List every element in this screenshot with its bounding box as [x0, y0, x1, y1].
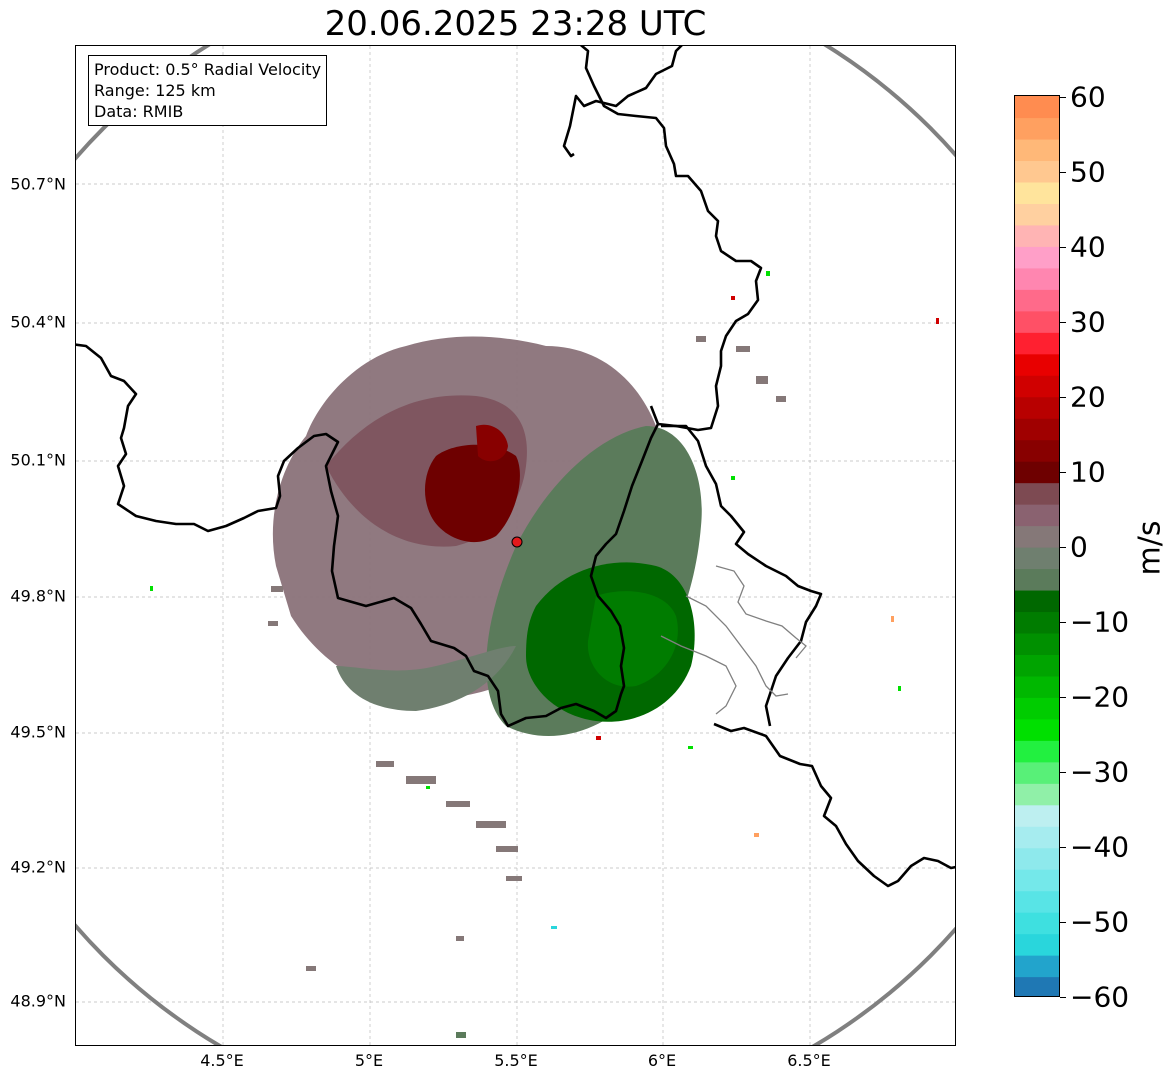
colorbar-band: [1015, 353, 1059, 376]
colorbar-tick-label: −50: [1070, 905, 1130, 939]
colorbar-band: [1015, 632, 1059, 655]
colorbar-band: [1015, 783, 1059, 806]
velocity-echoes: [150, 271, 939, 1038]
colorbar-band: [1015, 547, 1059, 570]
colorbar-gradient: [1015, 96, 1059, 996]
map-title: 20.06.2025 23:28 UTC: [324, 4, 707, 44]
colorbar-band: [1015, 138, 1059, 162]
colorbar-tick-mark: [1060, 847, 1066, 848]
radar-site-marker: [511, 536, 523, 548]
lon-tick-label: 5.5°E: [494, 1051, 538, 1070]
colorbar-band: [1015, 847, 1059, 870]
colorbar-band: [1015, 761, 1059, 784]
colorbar-tick-label: −40: [1070, 830, 1130, 864]
colorbar-band: [1015, 96, 1059, 119]
lat-tick-label: 49.8°N: [10, 586, 66, 606]
colorbar-band: [1015, 310, 1059, 333]
radar-map[interactable]: [75, 45, 956, 1046]
colorbar-tick-mark: [1060, 922, 1066, 923]
colorbar-band: [1015, 289, 1059, 312]
colorbar-tick-label: 40: [1070, 230, 1106, 264]
colorbar-tick-label: −60: [1070, 980, 1130, 1014]
colorbar-band: [1015, 117, 1059, 140]
colorbar-band: [1015, 976, 1059, 996]
lon-tick-label: 6°E: [647, 1051, 677, 1070]
colorbar-band: [1015, 869, 1059, 892]
colorbar-band: [1015, 203, 1059, 226]
colorbar-tick-label: 60: [1070, 80, 1106, 114]
colorbar-band: [1015, 933, 1059, 956]
colorbar-band: [1015, 160, 1059, 183]
colorbar-band: [1015, 439, 1059, 462]
colorbar-tick-label: 50: [1070, 155, 1106, 189]
country-borders: [76, 46, 955, 888]
colorbar-band: [1015, 332, 1059, 355]
colorbar-band: [1015, 418, 1059, 441]
colorbar-band: [1015, 396, 1059, 419]
lat-tick-label: 50.7°N: [10, 174, 66, 194]
colorbar-tick-mark: [1060, 697, 1066, 698]
colorbar-band: [1015, 504, 1059, 527]
colorbar-band: [1015, 740, 1059, 763]
colorbar-band: [1015, 224, 1059, 247]
colorbar-band: [1015, 611, 1059, 634]
colorbar-band: [1015, 525, 1059, 548]
colorbar-tick-label: 0: [1070, 530, 1088, 564]
colorbar-band: [1015, 181, 1059, 204]
colorbar-band: [1015, 955, 1059, 978]
colorbar-tick-label: 20: [1070, 380, 1106, 414]
lat-tick-label: 50.4°N: [10, 312, 66, 332]
colorbar-tick-label: −30: [1070, 755, 1130, 789]
colorbar-tick-mark: [1060, 997, 1066, 998]
colorbar-band: [1015, 482, 1059, 505]
colorbar-band: [1015, 718, 1059, 741]
lat-tick-label: 49.5°N: [10, 722, 66, 742]
colorbar-band: [1015, 912, 1059, 935]
lon-tick-label: 4.5°E: [200, 1051, 244, 1070]
colorbar-unit-label: m/s: [1132, 520, 1168, 576]
radar-map-canvas: [76, 46, 955, 1045]
range-label: Range: 125 km: [94, 81, 216, 100]
colorbar-band: [1015, 697, 1059, 720]
colorbar-tick-mark: [1060, 472, 1066, 473]
colorbar-tick-label: −10: [1070, 605, 1130, 639]
colorbar-tick-mark: [1060, 322, 1066, 323]
colorbar-tick-mark: [1060, 622, 1066, 623]
colorbar-tick-mark: [1060, 547, 1066, 548]
colorbar-band: [1015, 246, 1059, 269]
colorbar-band: [1015, 804, 1059, 827]
colorbar-tick-label: 10: [1070, 455, 1106, 489]
colorbar-band: [1015, 461, 1059, 484]
colorbar-tick-label: 30: [1070, 305, 1106, 339]
colorbar-tick-label: −20: [1070, 680, 1130, 714]
lon-tick-label: 6.5°E: [787, 1051, 831, 1070]
colorbar-tick-mark: [1060, 247, 1066, 248]
luxembourg-cantons: [660, 565, 807, 715]
colorbar-band: [1015, 589, 1059, 613]
colorbar-band: [1015, 568, 1059, 591]
lat-tick-label: 50.1°N: [10, 450, 66, 470]
colorbar-tick-mark: [1060, 397, 1066, 398]
colorbar-band: [1015, 267, 1059, 290]
colorbar-band: [1015, 890, 1059, 913]
colorbar-tick-mark: [1060, 97, 1066, 98]
lat-tick-label: 49.2°N: [10, 857, 66, 877]
lat-tick-label: 48.9°N: [10, 991, 66, 1011]
colorbar-band: [1015, 375, 1059, 398]
colorbar-band: [1015, 675, 1059, 698]
velocity-colorbar: [1014, 95, 1060, 997]
product-label: Product: 0.5° Radial Velocity: [94, 60, 322, 79]
colorbar-tick-mark: [1060, 172, 1066, 173]
colorbar-band: [1015, 654, 1059, 677]
data-source-label: Data: RMIB: [94, 102, 184, 121]
colorbar-band: [1015, 826, 1059, 849]
lon-tick-label: 5°E: [354, 1051, 384, 1070]
colorbar-tick-mark: [1060, 772, 1066, 773]
product-info-box: Product: 0.5° Radial Velocity Range: 125…: [88, 55, 328, 126]
